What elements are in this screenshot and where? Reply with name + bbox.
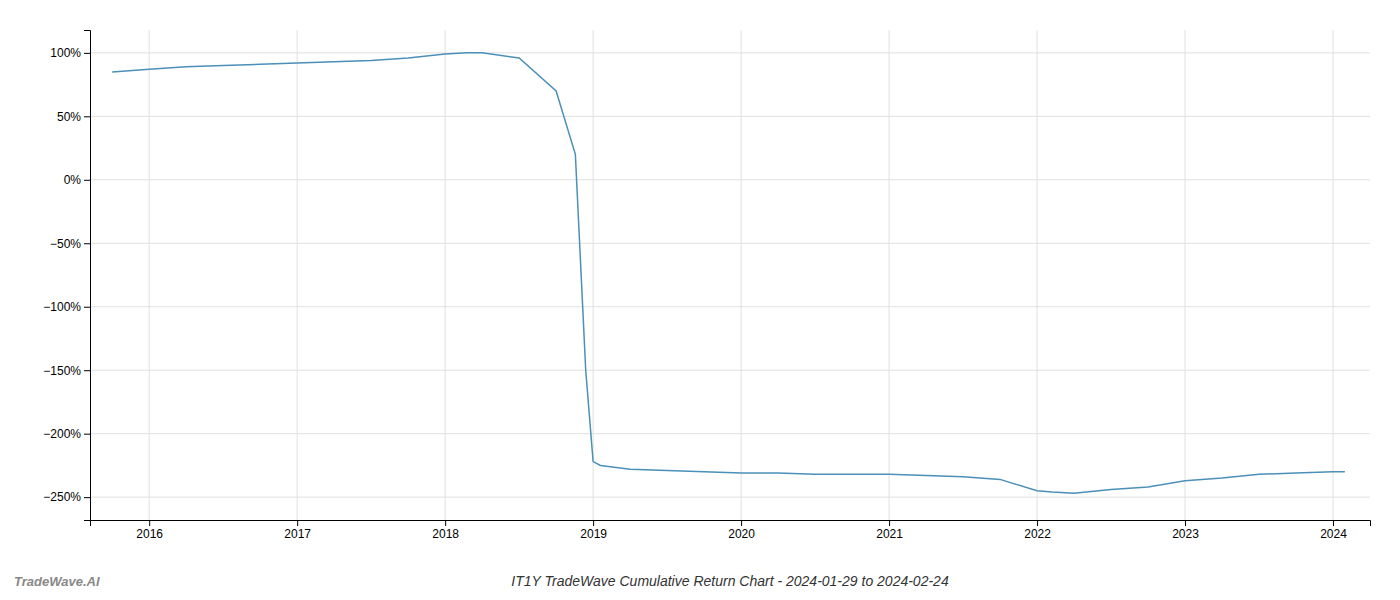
grid-line-x [741,30,742,520]
grid [90,30,1370,520]
x-tick: 2018 [432,520,459,541]
y-tick: 0% [64,173,90,187]
watermark: TradeWave.AI [14,574,100,589]
x-tick-mark [1037,520,1038,526]
x-axis: 2016 2017 2018 2019 2020 2021 2022 2023 2024 [91,520,1371,541]
x-tick-label: 2024 [1320,527,1347,541]
y-tick-mark [84,497,90,498]
y-tick-mark [84,434,90,435]
x-tick-label: 2023 [1172,527,1199,541]
grid-line-y [90,370,1370,371]
grid-line-y [90,52,1370,53]
grid-line-x [1333,30,1334,520]
grid-line-y [90,497,1370,498]
y-tick-mark [84,180,90,181]
x-tick-label: 2021 [876,527,903,541]
grid-line-x [445,30,446,520]
grid-line-x [593,30,594,520]
y-tick: 50% [57,110,90,124]
grid-line-x [297,30,298,520]
grid-line-x [1037,30,1038,520]
grid-line-y [90,179,1370,180]
x-tick: 2019 [580,520,607,541]
y-tick-label: 0% [64,173,82,187]
x-tick: 2023 [1172,520,1199,541]
y-tick-label: −100% [43,300,81,314]
y-tick-mark [84,116,90,117]
y-tick: −100% [43,300,90,314]
x-tick: 2017 [284,520,311,541]
y-tick: −50% [50,237,90,251]
x-tick-mark [1185,520,1186,526]
y-tick: −250% [43,490,90,504]
x-tick-label: 2019 [580,527,607,541]
x-tick: 2022 [1024,520,1051,541]
x-tick: 2024 [1320,520,1347,541]
x-tick-mark [149,520,150,526]
y-tick-label: 50% [57,110,81,124]
plot-area [112,53,1345,493]
grid-line-x [149,30,150,520]
y-tick-mark [84,307,90,308]
x-tick-mark [889,520,890,526]
y-tick-mark [84,53,90,54]
x-tick-label: 2018 [432,527,459,541]
x-tick-mark [1333,520,1334,526]
y-tick: −150% [43,364,90,378]
x-tick: 2020 [728,520,755,541]
grid-line-y [90,433,1370,434]
x-tick-mark [297,520,298,526]
x-tick: 2021 [876,520,903,541]
y-tick-mark [84,243,90,244]
y-tick-label: −200% [43,427,81,441]
x-tick-mark [445,520,446,526]
y-axis: 100% 50% 0% −50% −100% −150% −200% −250% [43,31,90,521]
title: IT1Y TradeWave Cumulative Return Chart -… [511,573,949,589]
y-tick-label: 100% [50,46,81,60]
chart: 2016 2017 2018 2019 2020 2021 2022 2023 2024 100%… [0,0,1400,600]
y-tick-label: −250% [43,490,81,504]
line [112,53,1345,493]
x-tick: 2016 [136,520,163,541]
grid-line-y [90,116,1370,117]
x-tick-mark [741,520,742,526]
grid-line-x [1185,30,1186,520]
x-tick-label: 2022 [1024,527,1051,541]
y-axis-line [84,31,91,521]
x-tick-label: 2017 [284,527,311,541]
grid-line-y [90,306,1370,307]
grid-line-x [889,30,890,520]
y-tick: 100% [50,46,90,60]
x-tick-label: 2016 [136,527,163,541]
y-tick: −200% [43,427,90,441]
x-tick-mark [593,520,594,526]
y-tick-label: −150% [43,364,81,378]
grid-line-y [90,243,1370,244]
x-tick-label: 2020 [728,527,755,541]
y-tick-mark [84,370,90,371]
x-axis-line [91,521,1371,527]
y-tick-label: −50% [50,237,81,251]
